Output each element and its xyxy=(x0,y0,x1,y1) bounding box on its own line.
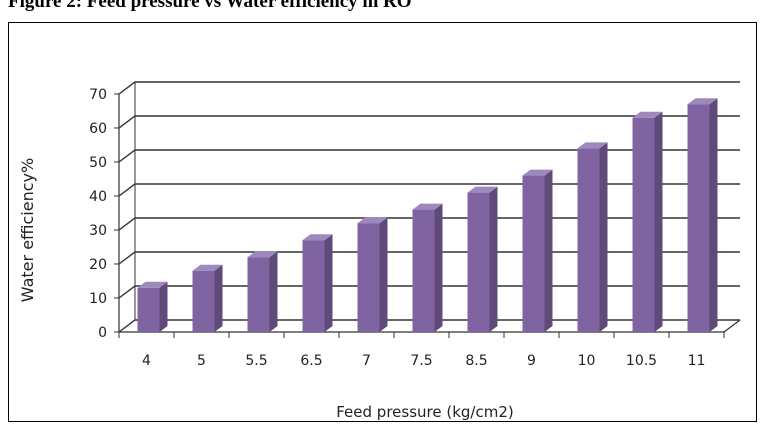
bar-front xyxy=(137,287,160,332)
bar-side xyxy=(709,98,718,332)
y-tick-label: 30 xyxy=(89,223,107,239)
bar xyxy=(577,142,608,332)
y-tick-label: 40 xyxy=(89,189,107,205)
bar-front xyxy=(632,117,655,332)
x-tick-label: 9 xyxy=(527,353,536,369)
x-tick-label: 7 xyxy=(362,353,371,369)
bar-top xyxy=(412,203,443,210)
x-tick-label: 10 xyxy=(578,353,596,369)
bar-front xyxy=(357,223,380,332)
y-tick-label: 50 xyxy=(89,155,107,171)
bar xyxy=(137,281,168,332)
bar-top xyxy=(137,281,168,288)
x-tick-label: 5 xyxy=(197,353,206,369)
bar-top xyxy=(522,169,553,176)
bar-side xyxy=(214,264,223,332)
bar-top xyxy=(247,251,278,258)
bar-side xyxy=(379,217,388,332)
y-tick-label: 10 xyxy=(89,291,107,307)
bar-side xyxy=(599,142,608,332)
bar xyxy=(467,186,498,332)
bar-top xyxy=(357,217,388,224)
bar-side xyxy=(269,251,278,332)
y-gridline xyxy=(118,81,740,95)
x-tick-label: 4 xyxy=(142,353,151,369)
x-tick-label: 7.5 xyxy=(410,353,432,369)
x-tick-label: 5.5 xyxy=(245,353,267,369)
y-tick-label: 20 xyxy=(89,257,107,273)
bar xyxy=(192,264,223,332)
bar xyxy=(357,217,388,332)
bar xyxy=(522,169,553,332)
y-gridline xyxy=(118,149,740,163)
figure-caption: Figure 2: Feed pressure vs Water efficie… xyxy=(8,0,412,12)
y-tick-label: 60 xyxy=(89,121,107,137)
y-tick-label: 0 xyxy=(98,325,107,341)
bar xyxy=(412,203,443,332)
bar-top xyxy=(192,264,223,271)
chart-frame: 0 10 20 30 40 50 60 70 4 5 5.5 6.5 7 7.5 8.5 9 10 10.5 11 … xyxy=(8,22,757,422)
bar-side xyxy=(159,281,168,332)
bar-top xyxy=(467,186,498,193)
bar-layer xyxy=(137,98,718,332)
x-tick-label: 6.5 xyxy=(300,353,322,369)
floor-right-edge xyxy=(723,319,741,333)
bar-top xyxy=(577,142,608,149)
bar-front xyxy=(687,104,710,332)
bar xyxy=(302,234,333,332)
bar-front xyxy=(577,148,600,332)
bar-front xyxy=(247,257,270,332)
x-tick-label: 8.5 xyxy=(465,353,487,369)
bar xyxy=(247,251,278,332)
bar-front xyxy=(467,192,490,332)
x-tick-label: 10.5 xyxy=(626,353,657,369)
x-tick-label: 11 xyxy=(688,353,706,369)
bar-top xyxy=(632,111,663,118)
bar-front xyxy=(302,240,325,332)
bar-side xyxy=(544,169,553,332)
y-tick-label: 70 xyxy=(89,87,107,103)
bar-side xyxy=(324,234,333,332)
bar-top xyxy=(302,234,333,241)
y-gridline xyxy=(118,115,740,129)
bar xyxy=(632,111,663,332)
bar-front xyxy=(522,175,545,332)
bar-side xyxy=(654,111,663,332)
bar xyxy=(687,98,718,332)
bar-side xyxy=(434,203,443,332)
bar-front xyxy=(412,209,435,332)
bar-top xyxy=(687,98,718,105)
x-axis-title: Feed pressure (kg/cm2) xyxy=(336,403,513,421)
label-layer: 0 10 20 30 40 50 60 70 4 5 5.5 6.5 7 7.5 8.5 9 10 10.5 11 xyxy=(89,87,705,369)
bar-side xyxy=(489,186,498,332)
y-axis-title: Water efficiency% xyxy=(18,158,37,302)
bar-front xyxy=(192,270,215,332)
